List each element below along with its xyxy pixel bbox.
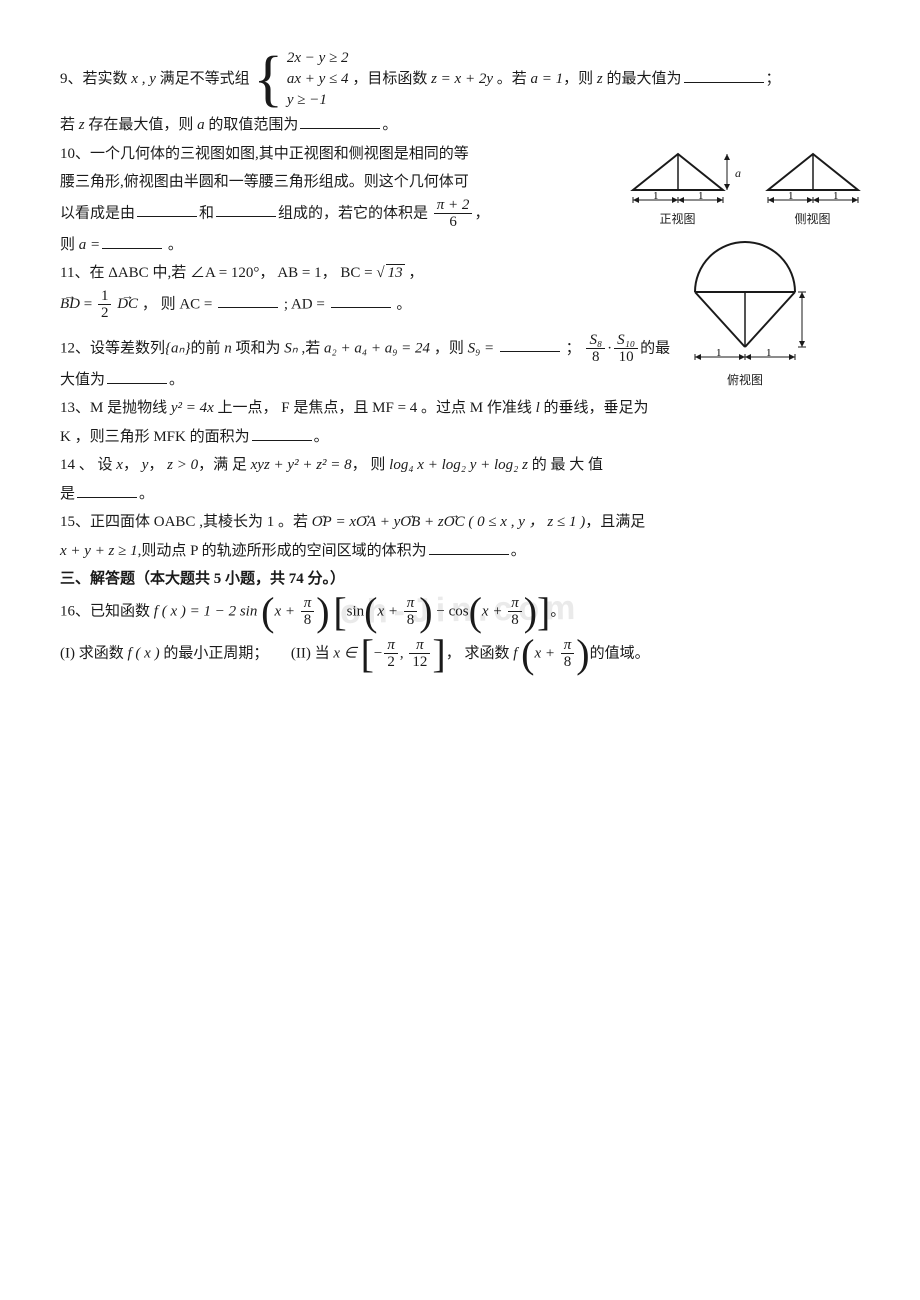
blank: [331, 293, 391, 308]
svg-text:1: 1: [833, 190, 839, 202]
blank: [684, 68, 764, 83]
question-11: 11、在 ΔABC 中,若 ∠A = 120°， AB = 1， BC = 13…: [60, 259, 620, 288]
blank: [252, 426, 312, 441]
blank: [218, 293, 278, 308]
question-10: 10、一个几何体的三视图如图,其中正视图和侧视图是相同的等: [60, 140, 620, 169]
front-view-label: 正视图: [620, 208, 735, 231]
question-10-l3: 以看成是由和组成的，若它的体积是 π + 26，: [60, 197, 630, 231]
question-11-l2: BD = 12 DC ， 则 AC = ; AD = 。: [60, 288, 860, 322]
question-15-l2: x + y + z ≥ 1,则动点 P 的轨迹所形成的空间区域的体积为。: [60, 537, 860, 566]
blank: [500, 337, 560, 352]
front-view: 1 1 a 正视图: [620, 148, 735, 231]
side-view-label: 侧视图: [755, 208, 870, 231]
question-13-l2: K ，则三角形 MFK 的面积为。: [60, 423, 860, 452]
blank: [102, 234, 162, 249]
blank: [77, 483, 137, 498]
blank: [300, 114, 380, 129]
question-14: 14 、 设 x， y， z > 0，满 足 xyz + y² + z² = 8…: [60, 451, 860, 480]
question-10-l2: 腰三角形,俯视图由半圆和一等腰三角形组成。则这个几何体可: [60, 168, 620, 197]
blank: [137, 202, 197, 217]
question-15: 15、正四面体 OABC ,其棱长为 1 。若 OP = xOA + yOB +…: [60, 508, 860, 537]
blank: [216, 202, 276, 217]
side-view: 1 1 侧视图: [755, 148, 870, 231]
question-12: 12、设等差数列{aₙ}的前 n 项和为 Sₙ ,若 a₂ + a₄ + a₉ …: [60, 332, 860, 366]
section-3-header: 三、解答题（本大题共 5 小题，共 74 分。）: [60, 565, 860, 594]
question-12-l2: 大值为。: [60, 366, 860, 395]
svg-text:1: 1: [788, 190, 794, 202]
blank: [107, 369, 167, 384]
question-9-cont: 若 z 存在最大值，则 a 的取值范围为。: [60, 111, 860, 140]
question-13: 13、M 是抛物线 y² = 4x 上一点， F 是焦点，且 MF = 4 。过…: [60, 394, 860, 423]
question-10-l4: 则 a = 。: [60, 231, 860, 260]
svg-text:1: 1: [698, 190, 704, 202]
question-9: 9、若实数 x , y 满足不等式组 { 2x − y ≥ 2 ax + y ≤…: [60, 48, 860, 111]
question-16-parts: (I) 求函数 f ( x ) 的最小正周期； (II) 当 x ∈ [−π2,…: [60, 636, 860, 672]
blank: [429, 540, 509, 555]
question-16: 16、已知函数 f ( x ) = 1 − 2 sin (x + π8) [si…: [60, 594, 860, 630]
tick-label: 1: [653, 190, 659, 202]
